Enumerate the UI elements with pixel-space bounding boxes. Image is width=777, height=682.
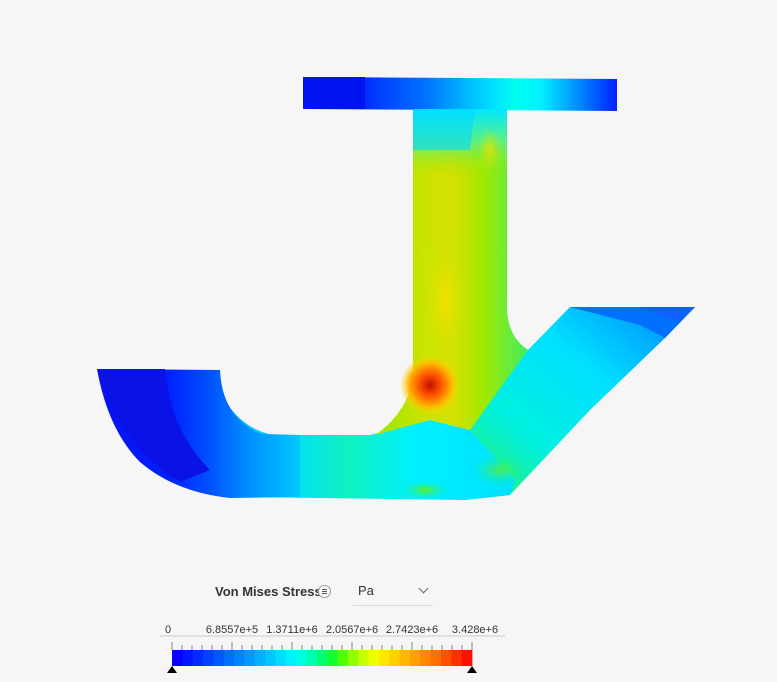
tick-label: 0 <box>165 624 171 636</box>
color-swatch <box>451 650 463 666</box>
color-swatch <box>440 650 452 666</box>
color-swatch <box>306 650 318 666</box>
tick-marks <box>171 642 473 650</box>
color-swatch <box>368 650 380 666</box>
color-swatch <box>430 650 442 666</box>
color-swatch <box>275 650 287 666</box>
color-swatch <box>213 650 225 666</box>
stress-legend: Von Mises Stress Pa 0 6.8557e+5 1.3711e+6 2… <box>160 575 520 682</box>
color-swatch <box>172 650 183 666</box>
color-swatch <box>461 650 473 666</box>
left-hook <box>97 369 300 498</box>
legend-title: Von Mises Stress <box>215 584 322 599</box>
color-swatch <box>223 650 235 666</box>
unit-value: Pa <box>358 583 374 598</box>
colorbar: 0 6.8557e+5 1.3711e+6 2.0567e+6 2.7423e+6 3.4… <box>160 624 505 673</box>
tick-label: 6.8557e+5 <box>206 624 258 636</box>
tick-label: 3.428e+6 <box>452 624 498 636</box>
min-handle[interactable] <box>167 666 177 673</box>
color-swatch <box>420 650 432 666</box>
color-swatch <box>296 650 307 666</box>
menu-lines-icon[interactable] <box>318 585 331 598</box>
tick-label: 1.3711e+6 <box>266 624 318 636</box>
color-swatch <box>399 650 411 666</box>
vertical-stem <box>375 109 530 500</box>
color-swatch <box>409 650 421 666</box>
color-swatch <box>285 650 297 666</box>
unit-select[interactable]: Pa <box>353 578 433 606</box>
color-swatches <box>172 650 473 666</box>
color-swatch <box>389 650 400 666</box>
color-swatch <box>337 650 349 666</box>
color-swatch <box>203 650 214 666</box>
tick-label: 2.0567e+6 <box>326 624 378 636</box>
tick-label: 2.7423e+6 <box>386 624 438 636</box>
color-swatch <box>358 650 369 666</box>
color-swatch <box>234 650 245 666</box>
color-swatch <box>316 650 328 666</box>
color-swatch <box>265 650 276 666</box>
color-swatch <box>327 650 338 666</box>
max-handle[interactable] <box>467 666 477 673</box>
color-swatch <box>378 650 390 666</box>
color-swatch <box>254 650 266 666</box>
tick-labels: 0 6.8557e+5 1.3711e+6 2.0567e+6 2.7423e+6 3.4… <box>165 624 498 636</box>
chevron-down-icon <box>418 583 429 594</box>
color-swatch <box>244 650 256 666</box>
top-flange <box>303 77 617 111</box>
color-swatch <box>182 650 194 666</box>
color-swatch <box>192 650 204 666</box>
color-swatch <box>347 650 359 666</box>
